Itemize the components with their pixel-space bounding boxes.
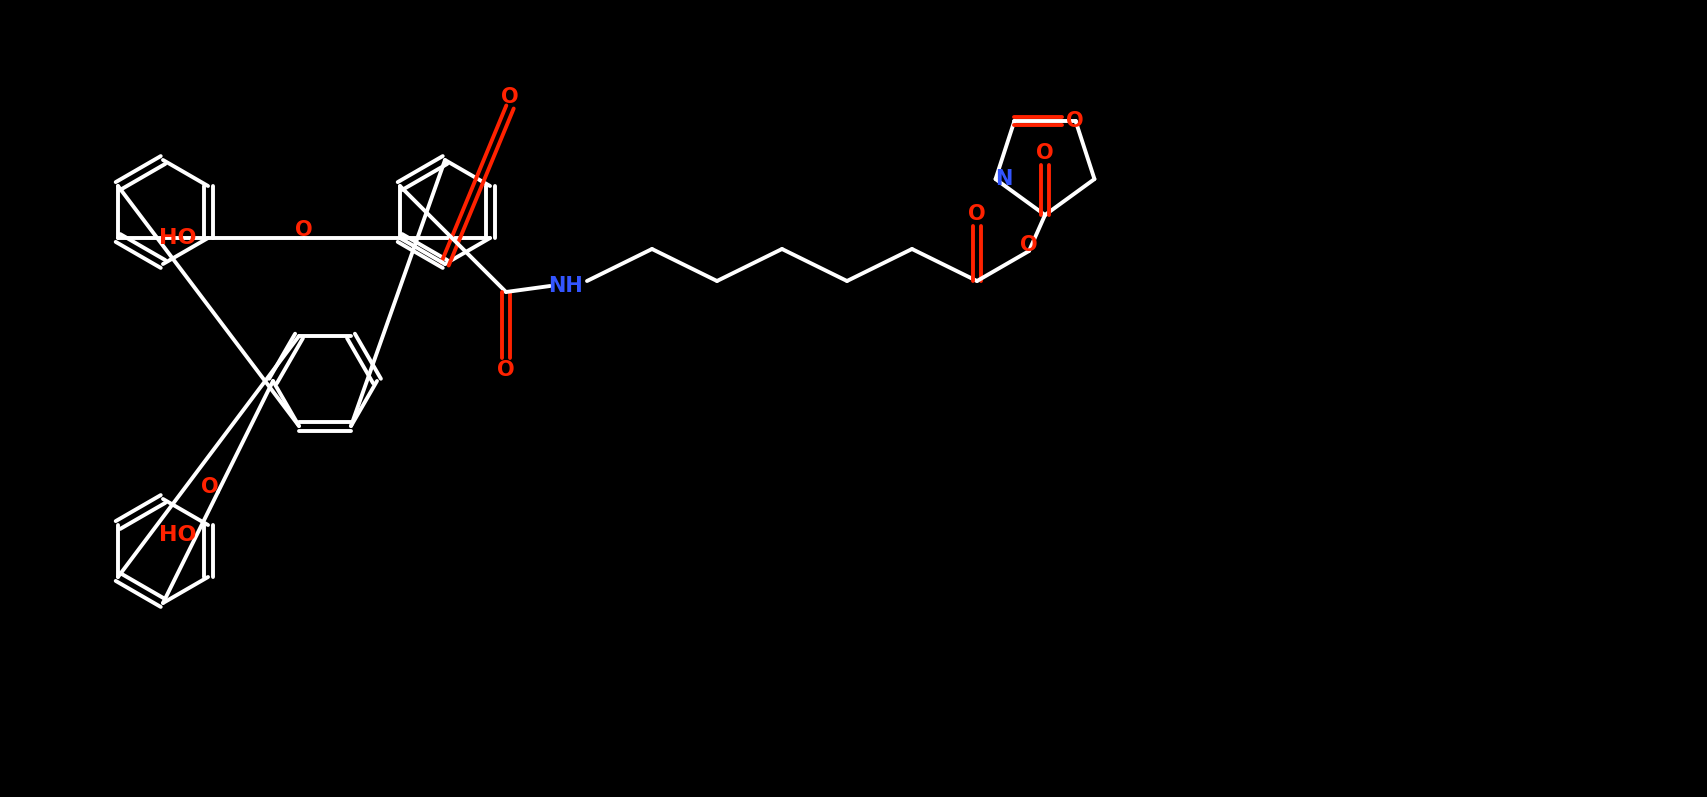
Text: NH: NH: [548, 276, 582, 296]
Text: HO: HO: [159, 228, 196, 248]
Text: O: O: [968, 204, 987, 224]
Text: O: O: [295, 220, 312, 240]
Text: HO: HO: [159, 525, 196, 545]
Text: O: O: [201, 477, 218, 497]
Text: O: O: [497, 360, 516, 380]
Text: O: O: [1065, 111, 1084, 131]
Text: O: O: [1021, 235, 1038, 255]
Text: O: O: [1036, 143, 1053, 163]
Text: O: O: [502, 87, 519, 107]
Text: N: N: [995, 169, 1012, 189]
